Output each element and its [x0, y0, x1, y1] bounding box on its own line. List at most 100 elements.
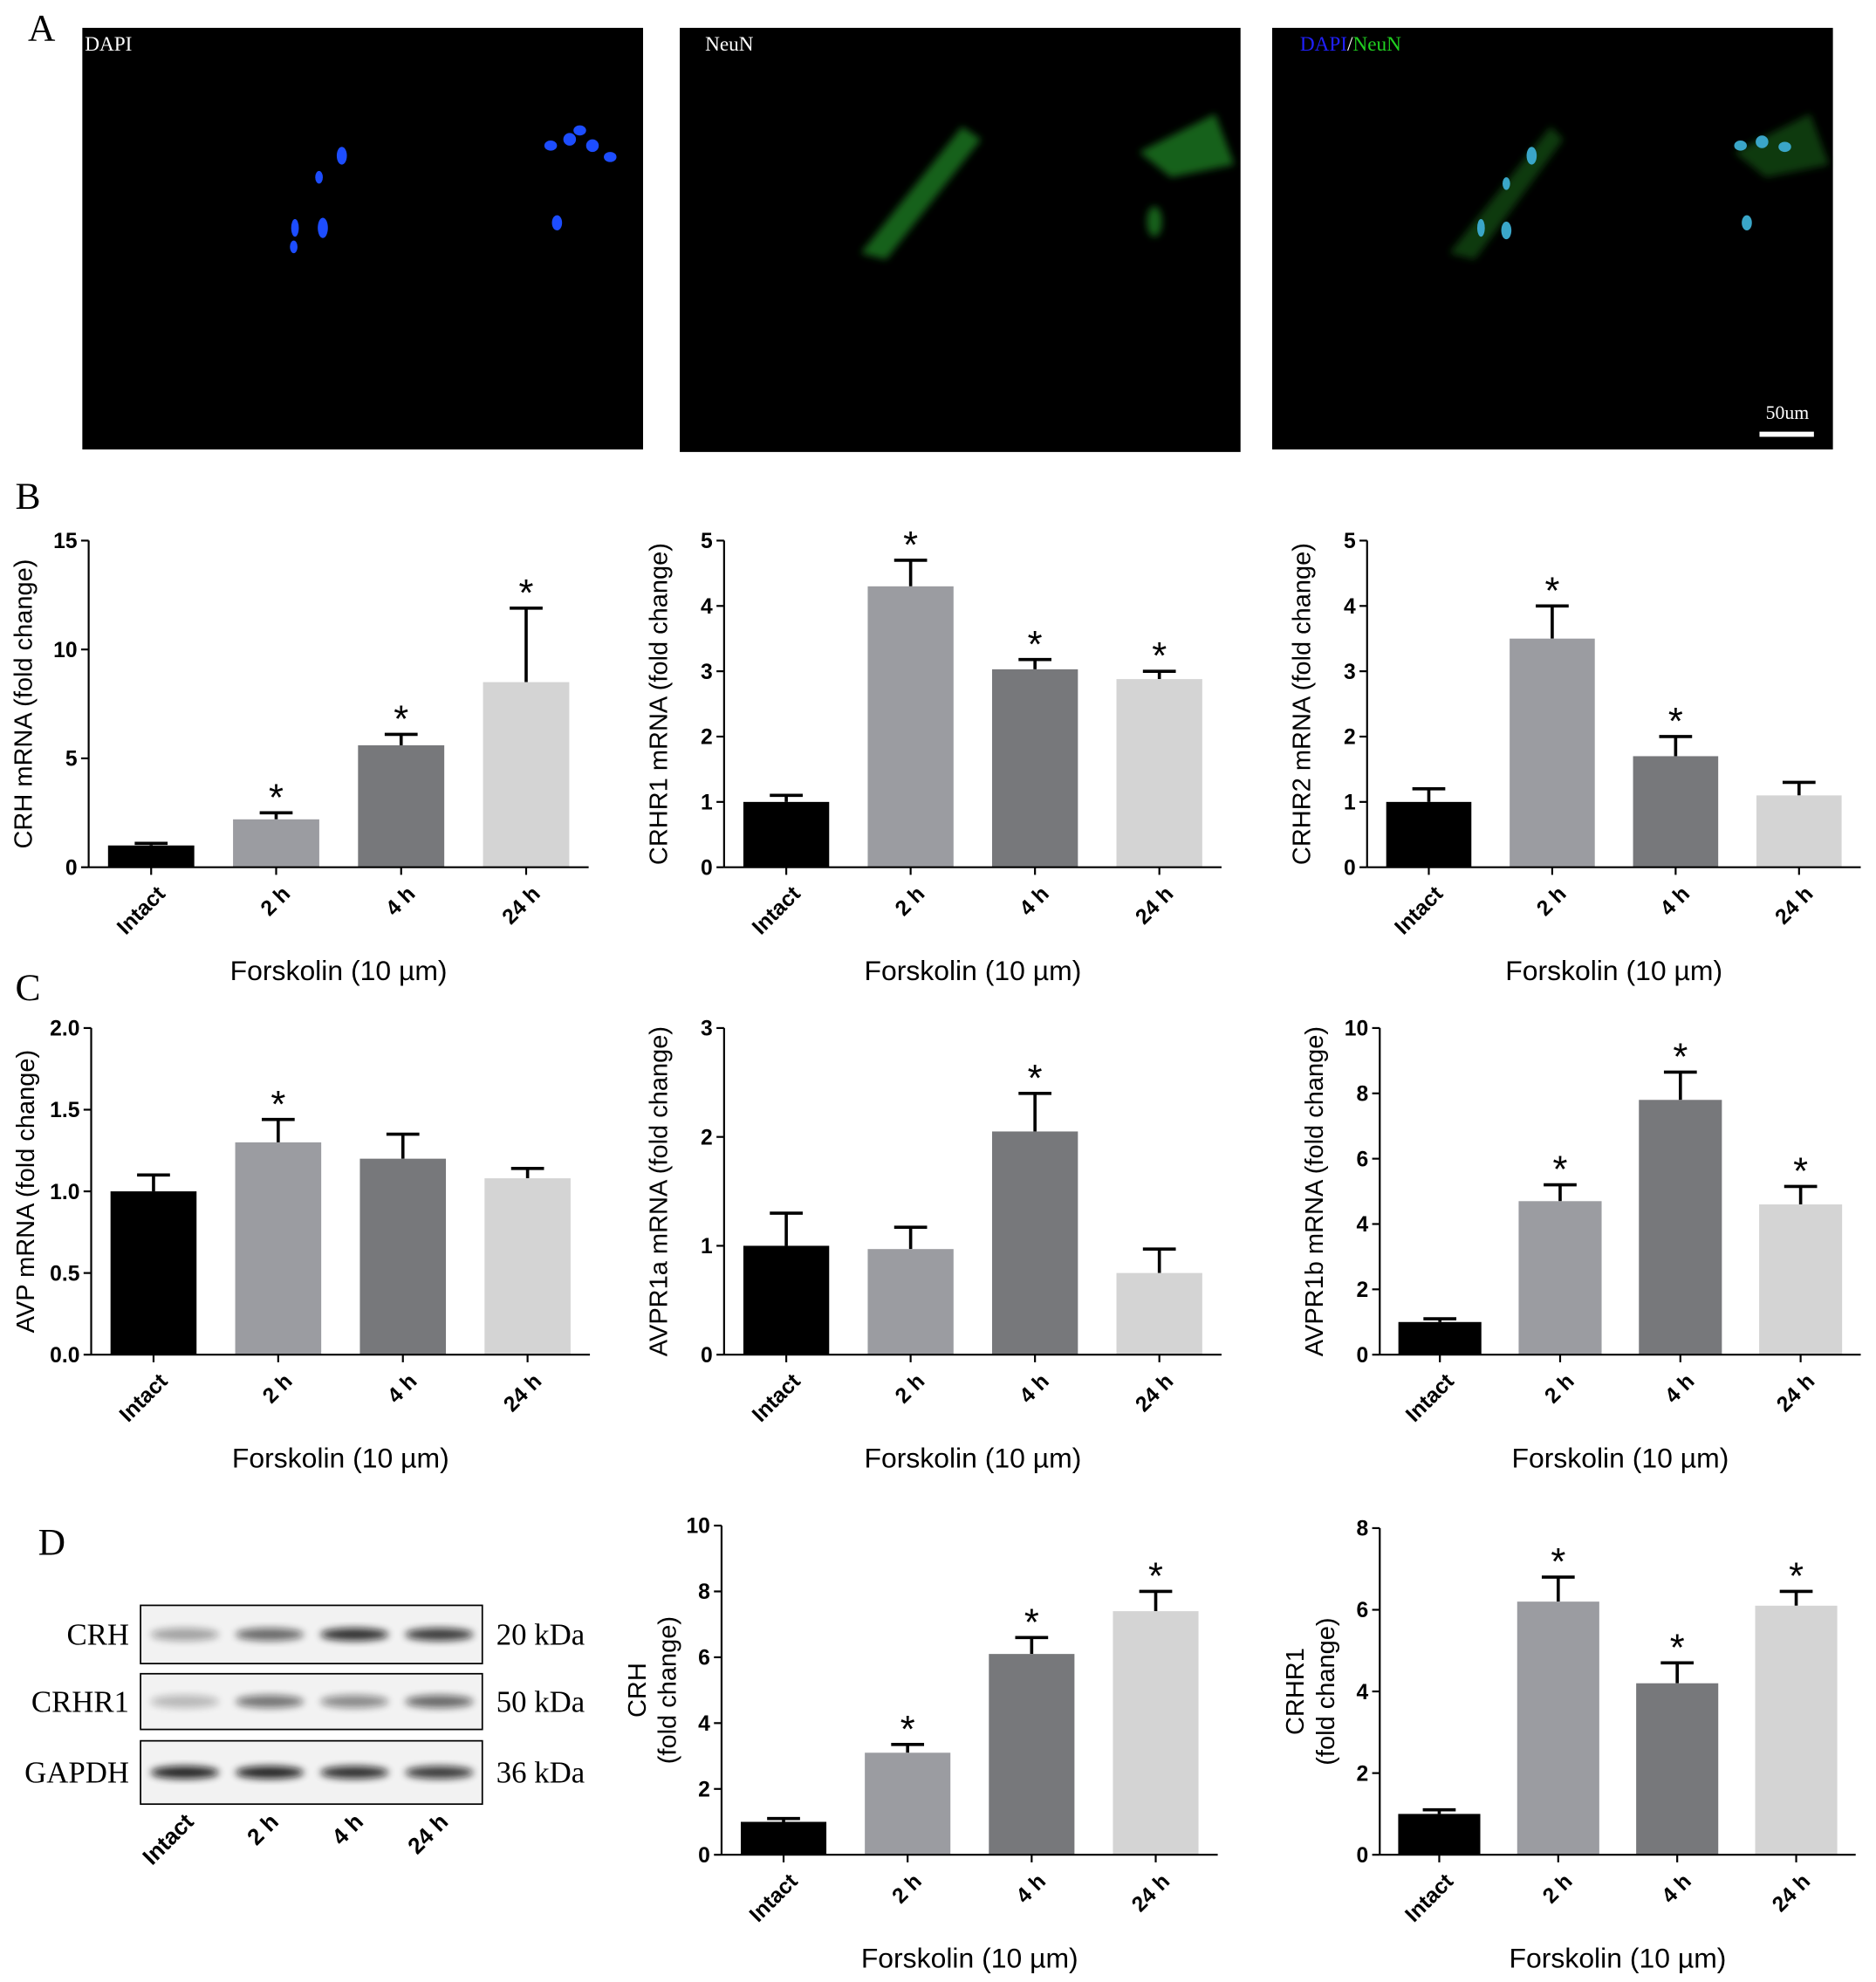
bar: [1398, 1814, 1481, 1855]
y-tick-label: 2: [1344, 726, 1356, 750]
significance-star: *: [1152, 635, 1167, 677]
y-tick-label: 6: [1357, 1599, 1369, 1622]
significance-star: *: [1553, 1149, 1568, 1191]
significance-star: *: [394, 699, 408, 741]
blot-band: [150, 1766, 220, 1780]
blot-band: [235, 1695, 305, 1708]
panel-label: B: [15, 476, 40, 518]
bar: [743, 1245, 830, 1355]
y-tick-label: 5: [65, 748, 78, 772]
y-tick-label: 8: [698, 1581, 710, 1604]
x-axis-label: Forskolin (10 µm): [864, 955, 1081, 986]
bar: [1517, 1601, 1599, 1855]
lane-label: 2 h: [242, 1808, 284, 1850]
panel-label: C: [15, 967, 40, 1009]
panel-label: A: [28, 7, 56, 49]
y-tick-label: 0: [65, 856, 78, 880]
blot-band: [235, 1766, 305, 1780]
blot-band: [150, 1695, 220, 1708]
x-tick-label: 24 h: [1131, 1369, 1178, 1416]
merged-nuclei: [1476, 135, 1791, 240]
x-tick-label: 24 h: [1768, 1869, 1815, 1917]
significance-star: *: [519, 573, 534, 614]
significance-star: *: [1793, 1151, 1808, 1193]
y-tick-label: 2: [701, 726, 713, 750]
y-tick-label: 3: [701, 661, 713, 684]
bar: [1398, 1321, 1482, 1355]
y-tick-label: 0: [1357, 1844, 1369, 1868]
y-axis-label: CRHR2 mRNA (fold change): [1288, 543, 1316, 865]
image-label: DAPI/NeuN: [1300, 33, 1401, 56]
blot-row-label: GAPDH: [24, 1756, 129, 1790]
y-axis-label: CRHR1: [1282, 1648, 1310, 1735]
y-tick-label: 2: [1357, 1762, 1369, 1786]
y-tick-label: 6: [1357, 1148, 1369, 1171]
bar: [989, 1654, 1075, 1855]
x-tick-label: Intact: [115, 1369, 173, 1427]
y-tick-label: 8: [1357, 1082, 1369, 1106]
y-tick-label: 0.5: [50, 1262, 80, 1286]
label-part: DAPI: [1300, 33, 1347, 56]
bar: [107, 845, 195, 868]
panel-label: D: [38, 1521, 65, 1563]
blot-band: [405, 1628, 474, 1642]
x-axis-label: Forskolin (10 µm): [230, 955, 448, 986]
bar: [1518, 1201, 1602, 1355]
significance-star: *: [1544, 570, 1559, 612]
bar: [484, 1178, 571, 1355]
x-tick-label: 4 h: [1658, 1869, 1696, 1908]
label-part: NeuN: [705, 33, 754, 56]
y-tick-label: 0: [701, 1344, 713, 1368]
bar: [1113, 1611, 1199, 1855]
image-label: DAPI: [85, 33, 132, 56]
y-tick-label: 1.5: [50, 1099, 80, 1122]
dapi-image: [82, 27, 643, 449]
x-tick-label: Intact: [748, 1369, 805, 1427]
y-tick-label: 4: [1344, 595, 1356, 619]
x-tick-label: 2 h: [257, 882, 295, 921]
lane-label: Intact: [137, 1808, 199, 1870]
bar: [867, 1249, 954, 1355]
blot-size-label: 36 kDa: [496, 1756, 585, 1790]
blot-band: [320, 1628, 389, 1642]
bar: [1756, 795, 1842, 868]
neun-image: [680, 27, 1241, 452]
bar: [358, 744, 445, 868]
x-tick-label: 4 h: [1016, 1369, 1054, 1408]
bar: [110, 1191, 197, 1355]
bar: [1116, 679, 1202, 868]
x-axis-label: Forskolin (10 µm): [1505, 955, 1722, 986]
x-tick-label: 2 h: [1540, 1369, 1578, 1408]
y-tick-label: 2: [1357, 1279, 1369, 1302]
bar: [865, 1752, 951, 1855]
y-tick-label: 4: [1357, 1213, 1369, 1237]
x-tick-label: 2 h: [258, 1369, 297, 1408]
y-tick-label: 5: [1344, 530, 1356, 553]
bar: [1633, 756, 1719, 868]
bar: [991, 1131, 1078, 1355]
x-tick-label: 24 h: [499, 1369, 546, 1416]
y-tick-label: 0: [1357, 1344, 1369, 1368]
label-part: /: [1347, 33, 1353, 56]
x-tick-label: 4 h: [1016, 882, 1054, 921]
microscopy-panels: 50um: [82, 27, 1833, 452]
x-tick-label: 4 h: [1660, 1369, 1699, 1408]
bar: [740, 1821, 827, 1855]
x-tick-label: 4 h: [381, 882, 420, 921]
significance-star: *: [1551, 1541, 1565, 1583]
blot-row-label: CRHR1: [31, 1684, 129, 1718]
significance-star: *: [900, 1709, 915, 1751]
y-tick-label: 10: [686, 1515, 709, 1539]
label-part: DAPI: [85, 33, 132, 56]
x-tick-label: 4 h: [1656, 882, 1695, 921]
x-tick-label: Intact: [1401, 1369, 1459, 1427]
bar: [991, 669, 1078, 868]
y-axis-label: AVPR1b mRNA (fold change): [1301, 1026, 1329, 1356]
x-tick-label: 24 h: [1770, 882, 1818, 929]
y-tick-label: 2: [698, 1778, 710, 1801]
blot-row-label: CRH: [66, 1617, 129, 1651]
y-tick-label: 4: [701, 595, 713, 619]
image-label: NeuN: [705, 33, 754, 56]
x-tick-label: 24 h: [1127, 1869, 1174, 1917]
